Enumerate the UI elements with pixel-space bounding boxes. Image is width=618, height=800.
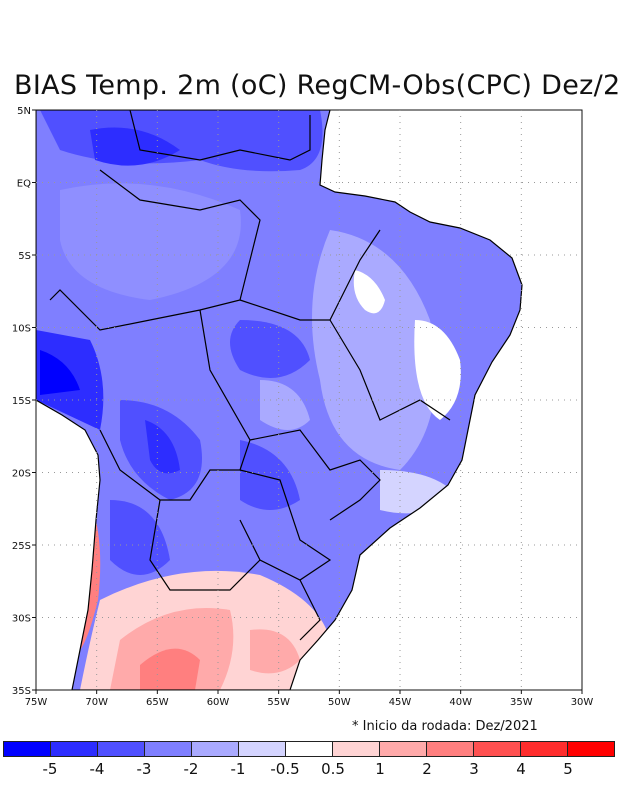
colorbar-label: 3 [469, 760, 479, 778]
bias-region [353, 270, 385, 314]
lon-label: 50W [328, 697, 351, 708]
colorbar-label: -1 [230, 760, 246, 778]
lon-label: 65W [146, 697, 169, 708]
lon-label: 75W [25, 697, 48, 708]
lat-label: 15S [12, 396, 31, 407]
lon-label: 70W [85, 697, 108, 708]
lon-label: 30W [571, 697, 594, 708]
bias-region [414, 320, 461, 420]
colorbar-label: -2 [183, 760, 199, 778]
bias-region [90, 127, 180, 166]
colorbar-label: 1 [375, 760, 385, 778]
lon-label: 60W [207, 697, 230, 708]
colorbar-swatch [521, 742, 568, 756]
colorbar-label: 0.5 [321, 760, 345, 778]
colorbar-swatch [474, 742, 521, 756]
run-start-note: * Inicio da rodada: Dez/2021 [352, 719, 538, 734]
lat-label: 30S [12, 614, 31, 625]
colorbar-label: 5 [563, 760, 573, 778]
bias-region [110, 500, 170, 575]
colorbar-label: 4 [516, 760, 526, 778]
bias-region [260, 380, 310, 430]
lon-label: 40W [449, 697, 472, 708]
colorbar-swatch [145, 742, 192, 756]
bias-region [240, 440, 300, 510]
colorbar-swatch [380, 742, 427, 756]
colorbar-swatch [192, 742, 239, 756]
lat-label: EQ [17, 179, 31, 190]
temperature-bias-field [36, 110, 523, 690]
colorbar-swatch [333, 742, 380, 756]
colorbar-label: -5 [42, 760, 58, 778]
colorbar-label: -3 [136, 760, 152, 778]
bias-region [230, 320, 310, 378]
lon-label: 45W [389, 697, 412, 708]
graticule [36, 110, 582, 690]
lat-label: 10S [12, 324, 31, 335]
lat-label: 25S [12, 541, 31, 552]
bias-region [40, 350, 80, 395]
colorbar-swatch [51, 742, 98, 756]
bias-region [312, 230, 436, 470]
bias-region [140, 648, 200, 690]
bias-region [60, 183, 241, 300]
colorbar-swatch [427, 742, 474, 756]
colorbar-label: -0.5 [270, 760, 300, 778]
lon-label: 55W [267, 697, 290, 708]
colorbar-label: -4 [89, 760, 105, 778]
colorbar [3, 741, 615, 757]
figure-title: BIAS Temp. 2m (oC) RegCM-Obs(CPC) Dez/20… [14, 70, 618, 101]
bias-region [145, 420, 180, 474]
bias-region [250, 629, 300, 674]
lat-label: 5S [18, 251, 31, 262]
colorbar-label: 2 [422, 760, 432, 778]
lat-label: 20S [12, 469, 31, 480]
lat-label: 35S [12, 686, 31, 697]
colorbar-swatch [98, 742, 145, 756]
lon-label: 35W [510, 697, 533, 708]
lat-label: 5N [17, 106, 31, 117]
colorbar-swatch [239, 742, 286, 756]
colorbar-swatch [568, 742, 614, 756]
colorbar-swatch [286, 742, 333, 756]
colorbar-swatch [4, 742, 51, 756]
country-borders [36, 110, 523, 690]
